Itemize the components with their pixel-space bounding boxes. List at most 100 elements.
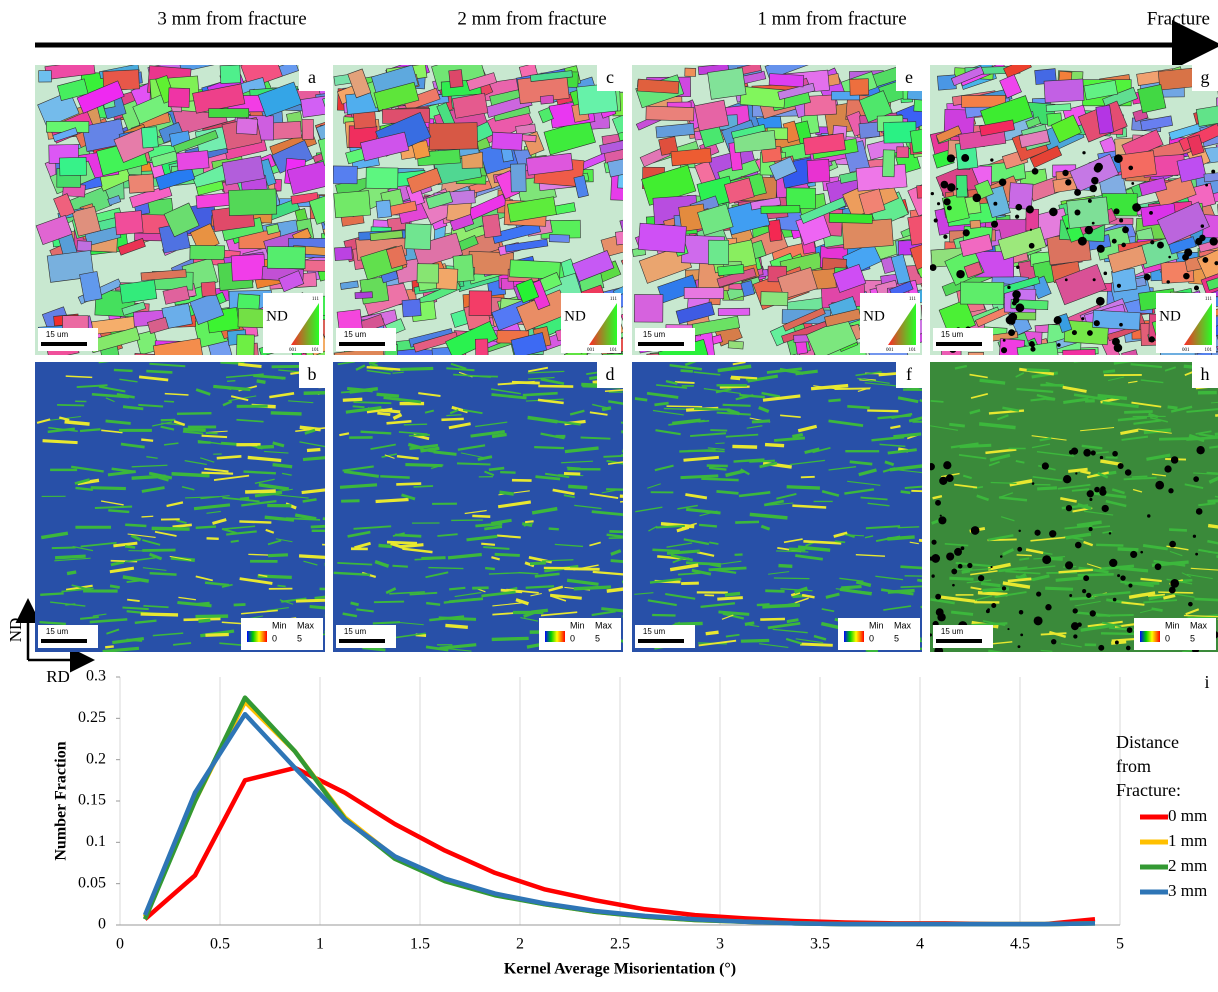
- grain: [637, 222, 687, 254]
- kam-streak: [1074, 600, 1101, 607]
- void: [1089, 184, 1098, 193]
- kam-streak: [569, 409, 585, 416]
- void: [1128, 165, 1134, 171]
- grain: [119, 279, 158, 304]
- kam-streak: [198, 618, 211, 623]
- void: [1113, 154, 1123, 163]
- void: [1036, 591, 1042, 597]
- grain: [916, 184, 922, 199]
- kam-streak: [1071, 488, 1090, 492]
- kam-streak: [42, 439, 78, 445]
- void: [1150, 240, 1155, 245]
- kam-streak: [396, 482, 422, 486]
- kam-streak: [91, 392, 130, 399]
- kam-streak: [223, 525, 256, 530]
- kam-streak: [439, 643, 477, 650]
- kam-streak: [716, 411, 751, 416]
- kam-streak: [999, 496, 1028, 502]
- kam-streak: [794, 586, 808, 594]
- kam-streak: [339, 432, 350, 437]
- grain: [76, 240, 92, 252]
- kam-streak: [126, 578, 146, 584]
- panel-letter: b: [308, 364, 317, 384]
- kam-streak: [1039, 437, 1052, 442]
- kam-streak: [962, 568, 991, 572]
- kam-streak: [149, 362, 186, 368]
- grain: [401, 298, 422, 318]
- grain: [907, 215, 922, 246]
- kam-streak: [904, 485, 922, 489]
- panel-letter: c: [606, 67, 614, 87]
- kam-streak: [119, 378, 138, 383]
- kam-streak: [449, 586, 466, 591]
- void: [1050, 638, 1057, 645]
- kam-streak: [669, 363, 703, 371]
- kam-streak: [768, 571, 790, 575]
- kam-streak: [1130, 363, 1163, 369]
- grain: [114, 210, 144, 236]
- void: [930, 463, 935, 471]
- kam-streak: [865, 648, 879, 652]
- grain: [37, 90, 80, 128]
- kam-streak: [966, 579, 992, 584]
- kam-streak: [890, 424, 901, 430]
- kam-streak: [222, 496, 260, 503]
- kam-streak: [1061, 643, 1082, 648]
- scale-bar: [638, 342, 684, 346]
- kam-streak: [75, 486, 94, 492]
- grain: [960, 281, 1005, 305]
- kam-streak: [494, 552, 520, 557]
- kam-streak: [40, 531, 69, 540]
- grain: [538, 107, 554, 124]
- void: [1130, 550, 1138, 558]
- kam-streak: [1123, 476, 1157, 481]
- kam-streak: [652, 613, 676, 617]
- grain: [615, 227, 623, 246]
- kam-streak: [797, 545, 831, 552]
- kam-streak: [1185, 608, 1200, 616]
- kam-streak: [608, 536, 623, 539]
- kam-streak: [855, 580, 872, 588]
- kam-streak: [716, 490, 739, 495]
- grain: [369, 230, 404, 242]
- grain: [617, 123, 623, 142]
- kam-streak: [51, 546, 76, 550]
- void: [943, 461, 952, 470]
- kam-streak: [446, 647, 472, 652]
- grain: [858, 121, 881, 139]
- kam-streak: [715, 388, 732, 394]
- kam-streak: [548, 527, 559, 531]
- void: [1108, 532, 1112, 535]
- kam-streak: [758, 405, 770, 413]
- kam-streak: [1100, 459, 1123, 467]
- kam-streak: [273, 494, 309, 499]
- kam-streak: [396, 455, 419, 460]
- kam-streak: [855, 554, 886, 557]
- kam-streak: [970, 586, 982, 591]
- kam-streak: [1077, 573, 1114, 577]
- ipf-corner-label: 111: [312, 297, 320, 302]
- scale-bar: [41, 342, 87, 346]
- panel-letter: d: [606, 364, 615, 384]
- grain: [785, 187, 816, 209]
- kam-streak: [696, 551, 715, 557]
- grain: [412, 331, 459, 353]
- grain: [959, 234, 994, 257]
- kam-streak: [1084, 510, 1114, 516]
- kam-streak: [733, 458, 765, 463]
- void: [990, 565, 993, 569]
- kam-streak: [680, 474, 719, 480]
- ipf-corner-label: 001: [587, 348, 595, 353]
- kam-streak: [169, 555, 192, 561]
- kam-streak: [603, 455, 623, 458]
- void: [1211, 169, 1216, 174]
- kam-streak: [1099, 564, 1135, 571]
- void: [930, 191, 934, 196]
- kam-streak: [1032, 475, 1063, 482]
- kam-streak: [537, 398, 564, 405]
- kam-streak: [652, 548, 680, 553]
- y-axis-title: Number Fraction: [53, 741, 70, 860]
- kam-streak: [801, 593, 815, 599]
- grain: [599, 139, 623, 155]
- kam-streak: [544, 418, 581, 426]
